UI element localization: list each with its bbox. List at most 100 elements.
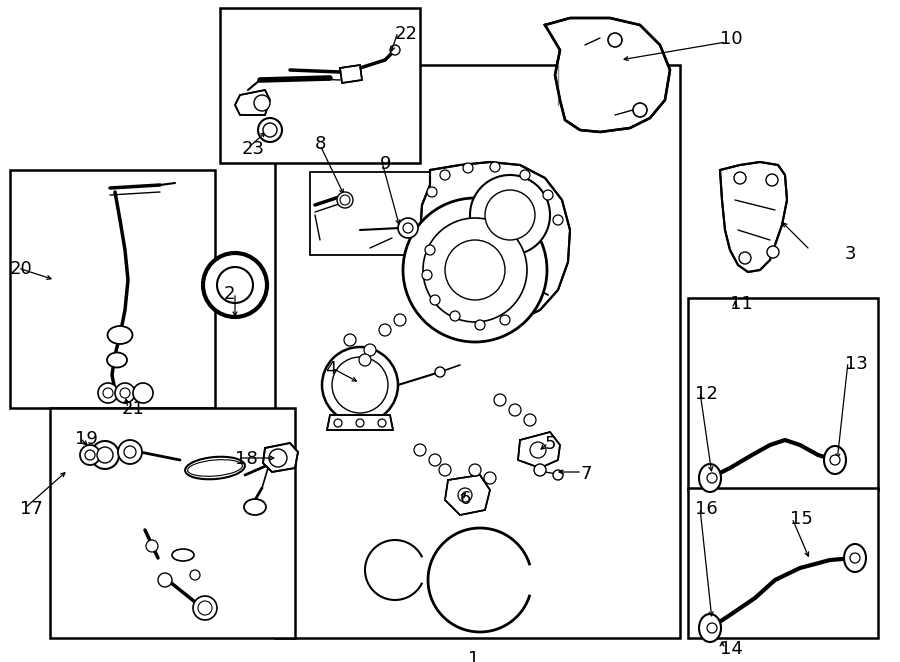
Circle shape — [494, 394, 506, 406]
Circle shape — [850, 553, 860, 563]
Polygon shape — [340, 65, 362, 83]
Bar — [220, 8, 420, 163]
Circle shape — [707, 623, 717, 633]
Circle shape — [379, 324, 391, 336]
Circle shape — [359, 354, 371, 366]
Circle shape — [422, 270, 432, 280]
Circle shape — [425, 245, 435, 255]
Circle shape — [344, 334, 356, 346]
Bar — [50, 408, 295, 638]
Bar — [10, 170, 215, 408]
Circle shape — [509, 404, 521, 416]
Circle shape — [427, 187, 437, 197]
Ellipse shape — [185, 457, 245, 479]
Circle shape — [115, 383, 135, 403]
Circle shape — [440, 170, 450, 180]
Polygon shape — [263, 443, 298, 472]
Bar — [688, 298, 878, 490]
Circle shape — [80, 445, 100, 465]
Circle shape — [124, 446, 136, 458]
Circle shape — [608, 33, 622, 47]
Circle shape — [158, 573, 172, 587]
Circle shape — [707, 473, 717, 483]
Ellipse shape — [699, 614, 721, 642]
Text: 13: 13 — [845, 355, 868, 373]
Polygon shape — [327, 415, 393, 430]
Text: 21: 21 — [122, 400, 145, 418]
Circle shape — [445, 240, 505, 300]
Ellipse shape — [244, 499, 266, 515]
Circle shape — [520, 170, 530, 180]
Circle shape — [263, 123, 277, 137]
Text: 2: 2 — [224, 285, 236, 303]
Circle shape — [403, 198, 547, 342]
Circle shape — [332, 357, 388, 413]
Circle shape — [103, 388, 113, 398]
Circle shape — [133, 383, 153, 403]
Circle shape — [429, 454, 441, 466]
Circle shape — [543, 190, 553, 200]
Circle shape — [340, 195, 350, 205]
Circle shape — [423, 218, 527, 322]
Polygon shape — [235, 90, 270, 115]
Circle shape — [146, 540, 158, 552]
Text: 19: 19 — [75, 430, 98, 448]
Text: 5: 5 — [545, 435, 556, 453]
Circle shape — [97, 447, 113, 463]
Text: 11: 11 — [730, 295, 752, 313]
Text: 16: 16 — [695, 500, 718, 518]
Circle shape — [254, 95, 270, 111]
Text: 18: 18 — [235, 450, 257, 468]
Text: 6: 6 — [460, 490, 472, 508]
Circle shape — [322, 347, 398, 423]
Circle shape — [403, 223, 413, 233]
Circle shape — [190, 570, 200, 580]
Circle shape — [398, 218, 418, 238]
Text: 17: 17 — [20, 500, 43, 518]
Text: 22: 22 — [395, 25, 418, 43]
Circle shape — [430, 295, 440, 305]
Circle shape — [118, 440, 142, 464]
Circle shape — [530, 442, 546, 458]
Circle shape — [193, 596, 217, 620]
Circle shape — [203, 253, 267, 317]
Circle shape — [469, 464, 481, 476]
Ellipse shape — [172, 549, 194, 561]
Text: 1: 1 — [468, 650, 480, 662]
Circle shape — [258, 118, 282, 142]
Circle shape — [85, 450, 95, 460]
Circle shape — [490, 162, 500, 172]
Text: 14: 14 — [720, 640, 742, 658]
Ellipse shape — [107, 326, 132, 344]
Ellipse shape — [844, 544, 866, 572]
Polygon shape — [420, 162, 570, 326]
Text: 10: 10 — [720, 30, 742, 48]
Circle shape — [98, 383, 118, 403]
Ellipse shape — [824, 446, 846, 474]
Circle shape — [470, 175, 550, 255]
Circle shape — [475, 320, 485, 330]
Circle shape — [217, 267, 253, 303]
Circle shape — [739, 252, 751, 264]
Polygon shape — [545, 18, 670, 132]
Circle shape — [524, 414, 536, 426]
Text: 8: 8 — [315, 135, 327, 153]
Bar — [275, 65, 680, 638]
Circle shape — [734, 172, 746, 184]
Circle shape — [269, 449, 287, 467]
Text: 4: 4 — [325, 360, 337, 378]
Circle shape — [633, 103, 647, 117]
Circle shape — [378, 419, 386, 427]
Circle shape — [553, 215, 563, 225]
Circle shape — [414, 444, 426, 456]
Circle shape — [485, 190, 535, 240]
Text: 15: 15 — [790, 510, 813, 528]
Circle shape — [334, 419, 342, 427]
Text: 3: 3 — [845, 245, 857, 263]
Bar — [688, 488, 878, 638]
Circle shape — [463, 163, 473, 173]
Circle shape — [450, 311, 460, 321]
Circle shape — [198, 601, 212, 615]
Circle shape — [394, 314, 406, 326]
Polygon shape — [445, 475, 490, 515]
